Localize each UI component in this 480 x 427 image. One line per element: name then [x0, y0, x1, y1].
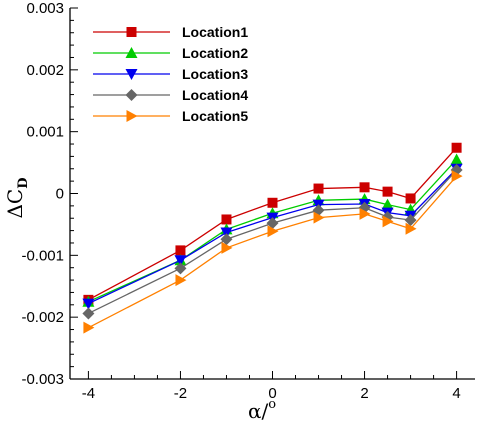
data-point — [221, 241, 233, 254]
data-point — [220, 233, 233, 246]
data-point — [267, 197, 278, 208]
series-location5 — [83, 170, 463, 334]
data-point — [174, 255, 187, 267]
data-point — [381, 198, 394, 210]
legend-marker — [125, 89, 138, 101]
legend-item: Location1 — [93, 24, 248, 40]
data-point — [175, 274, 187, 287]
series-group — [82, 142, 463, 334]
data-point — [221, 214, 232, 225]
data-point — [382, 215, 394, 228]
data-point — [174, 262, 187, 275]
y-tick-label: 0.001 — [26, 124, 64, 141]
y-tick-label: 0.003 — [26, 0, 64, 17]
data-point — [82, 298, 95, 310]
legend-marker — [126, 27, 137, 37]
data-point — [382, 186, 393, 197]
data-point — [404, 214, 417, 227]
x-tick-label: 0 — [268, 385, 276, 402]
x-axis-ticks: -4 -2 0 2 4 — [82, 371, 461, 402]
data-point — [313, 211, 325, 224]
data-point — [220, 227, 233, 239]
series-location4 — [82, 164, 463, 320]
data-point — [83, 321, 95, 334]
legend-marker — [125, 69, 138, 80]
data-point — [450, 153, 463, 165]
legend-marker — [125, 47, 138, 58]
x-tick-label: 2 — [360, 385, 368, 402]
data-point — [405, 193, 416, 204]
y-axis-title-main: ΔC — [3, 189, 27, 219]
data-point — [451, 170, 463, 183]
series-location3 — [82, 163, 463, 310]
data-point — [267, 225, 279, 238]
y-axis-title: ΔCD — [3, 177, 31, 218]
x-tick-label: 4 — [452, 385, 460, 402]
series-location1 — [83, 142, 462, 305]
x-tick-label: -2 — [174, 385, 187, 402]
data-point — [266, 217, 279, 230]
y-tick-label: -0.002 — [21, 309, 64, 326]
y-axis-title-sub: D — [16, 177, 31, 188]
legend: Location1 Location2 Location3 Location4 Loca… — [93, 24, 248, 124]
legend-item: Location4 — [93, 87, 248, 103]
y-tick-label: 0 — [56, 186, 64, 203]
legend-item: Location5 — [93, 108, 248, 124]
x-axis-title-sup: o — [268, 397, 276, 412]
legend-marker — [126, 110, 138, 122]
data-point — [313, 183, 324, 194]
x-tick-label: -4 — [82, 385, 95, 402]
legend-label: Location2 — [182, 45, 248, 61]
legend-item: Location3 — [93, 66, 248, 82]
y-tick-label: 0.002 — [26, 62, 64, 79]
data-point — [359, 182, 370, 193]
legend-label: Location3 — [182, 66, 248, 82]
y-tick-label: -0.001 — [21, 247, 64, 264]
y-axis-ticks: -0.003 -0.002 -0.001 0 0.001 0.002 0.003 — [21, 0, 78, 388]
data-point — [82, 307, 95, 320]
y-tick-label: -0.003 — [21, 371, 64, 388]
series-line — [88, 169, 458, 315]
data-point — [451, 142, 462, 153]
legend-label: Location4 — [182, 87, 248, 103]
data-point — [175, 245, 186, 256]
x-axis-title: α/o — [248, 397, 276, 423]
data-point — [359, 207, 371, 220]
legend-label: Location1 — [182, 24, 248, 40]
legend-item: Location2 — [93, 45, 248, 61]
series-line — [88, 168, 458, 305]
x-axis-title-main: α/ — [248, 399, 269, 423]
data-point — [405, 222, 417, 235]
legend-label: Location5 — [182, 108, 248, 124]
